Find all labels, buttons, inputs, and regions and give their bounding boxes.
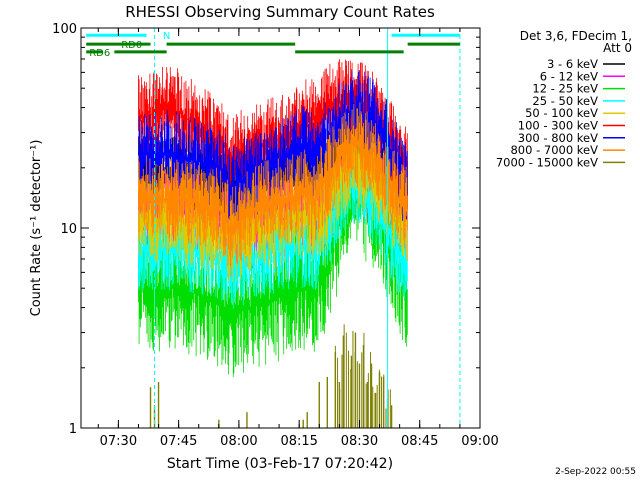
x-tick-label: 09:00 — [461, 434, 498, 449]
x-axis-label: Start Time (03-Feb-17 07:20:42) — [167, 456, 393, 472]
x-tick-label: 08:15 — [280, 434, 317, 449]
legend-header-line-2: Att 0 — [603, 41, 632, 55]
cyan-status-label: N — [163, 31, 170, 42]
chart-title: RHESSI Observing Summary Count Rates — [125, 3, 435, 21]
legend-label: 12 - 25 keV — [532, 82, 598, 96]
series-800-7000-kev-line — [138, 102, 408, 277]
y-tick-label: 10 — [60, 222, 77, 237]
legend-label: 100 - 300 keV — [518, 119, 598, 133]
green-status-label-rd6: RD6 — [89, 48, 110, 59]
green-status-label-rd0: RD0 — [121, 40, 142, 51]
y-tick-label: 1 — [69, 422, 77, 437]
x-tick-label: 08:45 — [401, 434, 438, 449]
x-tick-label: 07:30 — [100, 434, 137, 449]
legend-label: 6 - 12 keV — [540, 69, 598, 83]
legend-label: 50 - 100 keV — [525, 106, 598, 120]
legend-label: 800 - 7000 keV — [510, 143, 598, 157]
timestamp-label: 2-Sep-2022 00:55 — [555, 467, 636, 477]
y-tick-label: 100 — [52, 22, 77, 37]
y-axis-label: Count Rate (s⁻¹ detector⁻¹) — [29, 140, 44, 317]
legend-label: 3 - 6 keV — [547, 57, 598, 71]
legend-label: 7000 - 15000 keV — [496, 155, 598, 169]
legend-label: 300 - 800 keV — [518, 131, 598, 145]
x-tick-label: 08:00 — [220, 434, 257, 449]
x-tick-label: 08:30 — [341, 434, 378, 449]
legend-label: 25 - 50 keV — [532, 94, 598, 108]
legend-header-line-1: Det 3,6, FDecim 1, — [520, 29, 632, 43]
x-tick-label: 07:45 — [160, 434, 197, 449]
